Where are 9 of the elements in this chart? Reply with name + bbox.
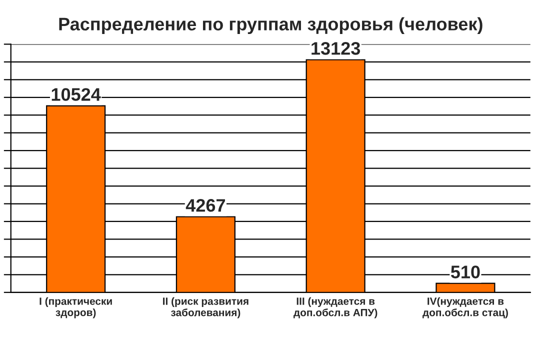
x-tick-label: III (нуждается в доп.обсл.в АПУ) xyxy=(294,297,378,318)
x-tick-label: IV(нуждается в доп.обсл.в стац) xyxy=(422,297,508,318)
data-label: 4267 xyxy=(186,199,225,212)
data-label: 510 xyxy=(450,266,480,278)
data-label: 13123 xyxy=(312,42,360,55)
chart-title: Распределение по группам здоровья (человек) xyxy=(59,17,482,34)
x-tick-label: I (практически здоров) xyxy=(40,297,112,318)
data-label: 10524 xyxy=(52,88,101,101)
x-tick-label: II (риск развития заболевания) xyxy=(163,297,248,318)
